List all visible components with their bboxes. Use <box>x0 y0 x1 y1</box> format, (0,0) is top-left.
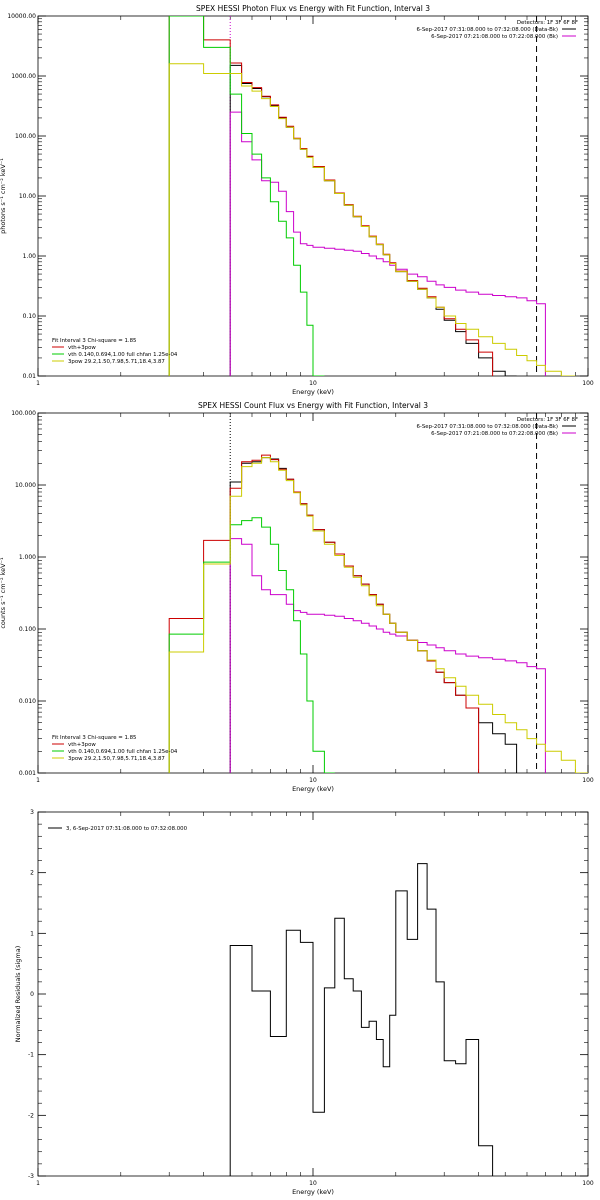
x-tick-label: 100 <box>582 380 594 387</box>
series-group <box>229 863 494 1176</box>
x-tick-label: 10 <box>309 380 317 387</box>
y-tick-label: 1.000 <box>19 554 36 561</box>
y-tick-label: 0 <box>30 991 34 998</box>
y-tick-label: 100.00 <box>15 133 36 140</box>
y-tick-label: 0.010 <box>19 698 36 705</box>
series-line-0 <box>229 457 518 773</box>
x-tick-label: 10 <box>309 777 317 784</box>
plot-frame <box>37 15 589 377</box>
y-tick-label: 10.000 <box>15 482 36 489</box>
legend-fit-label: vth 0.140,0.694,1.00 full chfan 1.25e-04 <box>68 749 178 755</box>
x-axis-label: Energy (keV) <box>292 785 334 793</box>
y-tick-label: 1.00 <box>23 253 37 260</box>
y-tick-label: -3 <box>28 1173 34 1180</box>
x-tick-label: 1 <box>36 1180 40 1187</box>
y-tick-label: 3 <box>30 809 34 816</box>
legend-fit-header: Fit Interval 3 Chi-square = 1.85 <box>52 735 136 741</box>
x-tick-label: 100 <box>582 1180 594 1187</box>
y-tick-label: 0.01 <box>23 373 37 380</box>
count-flux-panel: SPEX HESSI Count Flux vs Energy with Fit… <box>0 401 594 793</box>
y-axis-label: counts s⁻¹ cm⁻² keV⁻¹ <box>0 557 7 629</box>
y-tick-label: 0.100 <box>19 626 36 633</box>
y-tick-label: 1 <box>30 930 34 937</box>
photon-flux-panel: SPEX HESSI Photon Flux vs Energy with Fi… <box>0 4 594 396</box>
series-group <box>168 16 576 376</box>
x-axis-label: Energy (keV) <box>292 388 334 396</box>
legend-item-label: 6-Sep-2017 07:31:08.000 to 07:32:08.000 … <box>416 27 558 33</box>
series-line-4 <box>168 457 588 773</box>
residuals-panel: 1 10 100 -3 -2 -1 0 1 2 3 Energy (keV) Normalized R… <box>14 809 594 1196</box>
chart-title: SPEX HESSI Photon Flux vs Energy with Fi… <box>196 4 430 13</box>
x-axis-label: Energy (keV) <box>292 1188 334 1196</box>
series-line-0 <box>229 863 494 1176</box>
x-tick-label: 100 <box>582 777 594 784</box>
series-line-1 <box>229 538 546 773</box>
x-tick-label: 10 <box>309 1180 317 1187</box>
y-tick-label: -2 <box>28 1112 34 1119</box>
legend-detectors: Detectors: 1F 3F 6F 8F <box>517 20 578 26</box>
chart-title: SPEX HESSI Count Flux vs Energy with Fit… <box>198 401 428 410</box>
legend-fit-header: Fit Interval 3 Chi-square = 1.85 <box>52 338 136 344</box>
y-tick-label: 0.10 <box>23 313 37 320</box>
legend-item-label: 3, 6-Sep-2017 07:31:08.000 to 07:32:08.0… <box>66 826 188 832</box>
legend-detectors: Detectors: 1F 3F 6F 8F <box>517 417 578 423</box>
legend-fit-label: vth+3pow <box>68 345 96 351</box>
series-line-3 <box>168 16 325 376</box>
y-axis-label: photons s⁻¹ cm⁻² keV⁻¹ <box>0 158 7 234</box>
x-tick-label: 1 <box>36 777 40 784</box>
legend-fit-label: 3pow 29.2,1.50,7.98,5.71,18.4,3.87 <box>68 756 165 762</box>
series-line-1 <box>229 111 546 376</box>
y-tick-label: 1000.00 <box>11 73 36 80</box>
y-tick-label: 10.00 <box>19 193 36 200</box>
series-group <box>168 454 588 773</box>
legend-fit-label: vth 0.140,0.694,1.00 full chfan 1.25e-04 <box>68 352 178 358</box>
y-tick-label: 100.000 <box>11 410 36 417</box>
series-line-4 <box>168 63 576 376</box>
series-line-2 <box>168 16 494 376</box>
y-tick-label: 10000.00 <box>7 13 36 20</box>
y-tick-label: 2 <box>30 870 34 877</box>
legend-fit-label: 3pow 29.2,1.50,7.98,5.71,18.4,3.87 <box>68 359 165 365</box>
y-tick-label: -1 <box>28 1052 34 1059</box>
legend-item-label: 6-Sep-2017 07:31:08.000 to 07:32:08.000 … <box>416 424 558 430</box>
x-tick-label: 1 <box>36 380 40 387</box>
y-axis-label: Normalized Residuals (sigma) <box>14 946 22 1043</box>
y-tick-label: 0.001 <box>19 770 36 777</box>
legend-item-label: 6-Sep-2017 07:21:08.000 to 07:22:08.000 … <box>431 34 558 40</box>
legend-fit-label: vth+3pow <box>68 742 96 748</box>
legend-item-label: 6-Sep-2017 07:21:08.000 to 07:22:08.000 … <box>431 431 558 437</box>
